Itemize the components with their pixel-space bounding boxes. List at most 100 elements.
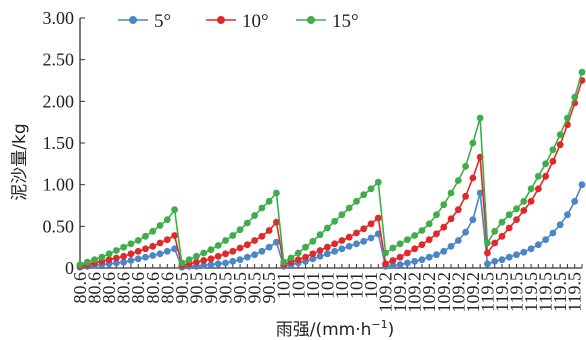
data-point <box>360 191 368 199</box>
legend-marker <box>307 16 315 24</box>
data-point <box>396 253 404 261</box>
data-point <box>149 252 157 259</box>
data-point <box>149 242 157 250</box>
data-point <box>542 160 550 168</box>
data-point <box>433 230 440 238</box>
data-point <box>498 232 506 240</box>
data-point <box>345 204 353 212</box>
data-point <box>273 238 280 246</box>
data-point <box>469 216 477 224</box>
series-3 <box>76 68 586 269</box>
x-axis-title-close: ) <box>388 320 395 340</box>
data-point <box>418 227 426 234</box>
x-tick-label: 90.5 <box>172 272 192 304</box>
y-tick-label: 0 <box>65 258 74 278</box>
data-point <box>396 261 404 269</box>
data-point <box>498 218 506 226</box>
x-tick-label: 101 <box>332 272 352 299</box>
y-axis-title: 泥沙量/kg <box>10 123 30 200</box>
data-point <box>163 236 171 244</box>
x-axis-title: 雨强/(mm·h−1) <box>276 318 395 340</box>
data-point <box>280 258 288 266</box>
data-point <box>549 157 557 165</box>
data-point <box>171 232 178 239</box>
data-point <box>403 249 411 257</box>
data-point <box>411 232 419 239</box>
x-axis-title-main: 雨强/(mm·h <box>276 320 372 340</box>
data-point <box>178 259 186 267</box>
data-point <box>338 237 346 244</box>
series-line <box>79 184 583 269</box>
data-point <box>411 245 419 253</box>
x-tick-label: 119.5 <box>565 272 585 312</box>
data-point <box>484 239 491 247</box>
data-point <box>425 220 433 228</box>
x-tick-label: 101 <box>288 272 308 299</box>
x-tick-label: 101 <box>274 272 294 299</box>
data-point <box>243 219 251 227</box>
data-point <box>556 221 564 229</box>
x-tick-label: 109.2 <box>434 272 454 313</box>
data-point <box>367 185 375 193</box>
data-point <box>251 237 259 244</box>
data-point <box>462 228 469 236</box>
data-point <box>549 229 557 237</box>
data-point <box>476 114 484 122</box>
data-point <box>243 241 251 249</box>
data-point <box>520 207 528 214</box>
legend-item-2: 10° <box>206 11 269 32</box>
data-point <box>542 172 550 180</box>
data-point <box>316 231 324 239</box>
x-tick-label: 119.5 <box>550 272 570 312</box>
x-tick-label: 80.6 <box>85 272 105 304</box>
data-point <box>156 222 164 229</box>
data-point <box>222 259 229 267</box>
data-point <box>120 243 128 251</box>
data-point <box>491 239 499 247</box>
data-point <box>571 93 579 101</box>
data-point <box>273 189 280 197</box>
data-point <box>302 243 309 251</box>
legend-label: 15° <box>332 11 359 32</box>
data-point <box>127 257 135 264</box>
data-point <box>185 256 193 264</box>
data-point <box>469 139 477 147</box>
data-point <box>513 205 520 213</box>
data-point <box>207 261 215 269</box>
data-point <box>498 256 506 264</box>
x-tick-label: 80.6 <box>114 272 134 304</box>
series-line <box>79 71 583 266</box>
data-point <box>273 218 280 226</box>
data-point <box>163 216 171 224</box>
x-tick-label: 90.5 <box>230 272 250 304</box>
x-tick-label: 90.5 <box>216 272 236 304</box>
data-point <box>542 236 550 244</box>
data-point <box>403 259 411 267</box>
data-point <box>309 237 317 245</box>
data-point <box>505 253 513 261</box>
data-point <box>578 68 586 76</box>
x-axis-title-sup: −1 <box>371 318 387 331</box>
y-tick-label: 1.00 <box>43 175 75 195</box>
data-point <box>425 236 433 244</box>
x-tick-label: 119.5 <box>507 272 527 312</box>
data-point <box>527 185 535 193</box>
data-point <box>367 234 375 242</box>
x-tick-label: 80.6 <box>128 272 148 304</box>
data-point <box>440 247 448 255</box>
data-point <box>389 262 397 269</box>
data-point <box>440 201 448 209</box>
x-tick-label: 109.2 <box>419 272 439 313</box>
data-point <box>258 232 266 240</box>
data-point <box>120 252 128 260</box>
data-point <box>265 197 273 205</box>
data-point <box>491 227 499 235</box>
y-tick-label: 2.50 <box>43 50 75 70</box>
data-point <box>91 256 98 264</box>
data-point <box>142 253 149 261</box>
data-point <box>120 258 128 266</box>
data-point <box>200 249 208 257</box>
data-point <box>374 178 382 186</box>
x-tick-label: 119.5 <box>536 272 556 312</box>
data-point <box>134 255 142 263</box>
